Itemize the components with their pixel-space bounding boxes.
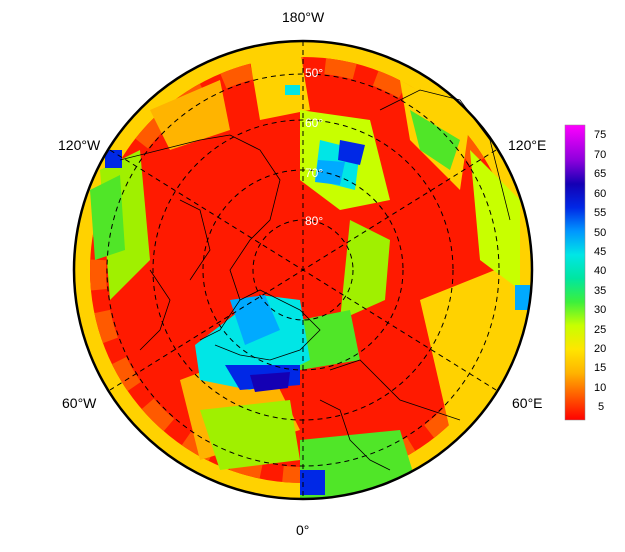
colorbar-tick: 20 [594,343,607,355]
lat-label-70: 70° [305,166,323,180]
lon-label-180w: 180°W [282,9,325,25]
colorbar-tick: 65 [594,168,607,180]
colorbar-tick: 10 [594,382,607,394]
lat-label-50: 50° [305,66,323,80]
colorbar-tick: 70 [594,149,607,161]
colorbar-tick: 5 [598,401,605,413]
lat-label-60: 60° [305,116,323,130]
lon-label-0: 0° [296,522,310,538]
colorbar-tick: 15 [594,362,607,374]
lon-label-120e: 120°E [508,137,547,153]
colorbar-tick: 40 [594,265,607,277]
colorbar-tick: 55 [594,207,607,219]
colorbar-tick: 50 [594,227,607,239]
lon-label-60w: 60°W [62,395,97,411]
colorbar-tick: 25 [594,324,607,336]
colorbar-tick: 60 [594,188,607,200]
colorbar-tick: 30 [594,304,607,316]
colorbar-tick: 75 [594,129,607,141]
graticule [106,41,500,499]
colorbar-tick: 35 [594,285,607,297]
lat-label-80: 80° [305,214,323,228]
colorbar [564,124,586,421]
lon-label-120w: 120°W [58,137,101,153]
map-boundary [72,39,534,501]
lon-label-60e: 60°E [512,395,543,411]
colorbar-tick: 45 [594,246,607,258]
